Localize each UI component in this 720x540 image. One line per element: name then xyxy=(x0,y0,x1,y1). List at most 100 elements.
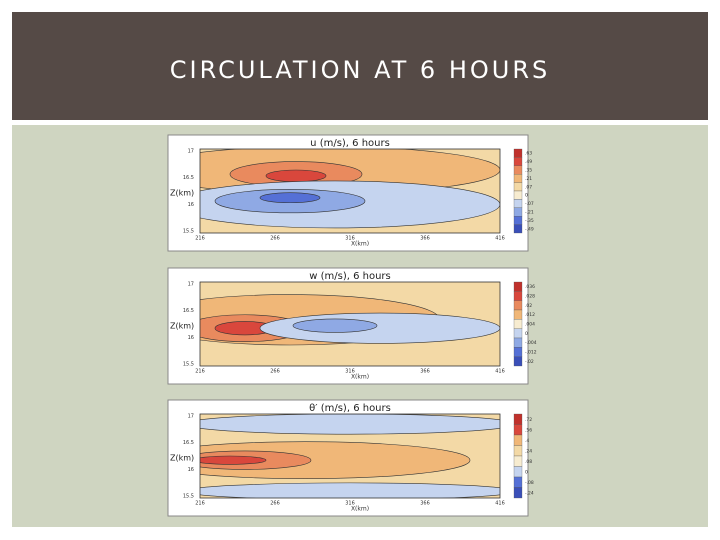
colorbar-label: -.08 xyxy=(525,480,534,486)
colorbar-segment xyxy=(513,157,523,166)
y-tick-label: 17 xyxy=(188,414,194,420)
x-tick-label: 316 xyxy=(345,369,355,375)
colorbar-label: -.21 xyxy=(525,210,534,216)
colorbar-label: .24 xyxy=(525,448,532,454)
colorbar-segment xyxy=(513,199,523,208)
y-tick-label: 17 xyxy=(188,149,194,155)
colorbar-label: .036 xyxy=(525,284,535,290)
plot-frame xyxy=(199,413,501,499)
slide-title: CIRCULATION AT 6 HOURS xyxy=(170,56,550,84)
colorbar-label: .028 xyxy=(525,294,535,300)
colorbar-segment xyxy=(513,455,523,467)
colorbar-segment xyxy=(513,445,523,457)
y-axis-label: Z(km) xyxy=(170,322,194,331)
colorbar-label: .21 xyxy=(525,176,532,182)
colorbar-label: -.35 xyxy=(525,218,534,224)
colorbar-label: .56 xyxy=(525,427,532,433)
colorbar-segment xyxy=(513,224,523,234)
x-tick-label: 266 xyxy=(270,369,280,375)
colorbar-segment xyxy=(513,300,523,311)
contour-region xyxy=(292,318,378,333)
contour-region xyxy=(200,482,500,498)
colorbar-segment xyxy=(513,291,523,301)
colorbar-segment xyxy=(513,413,523,425)
y-tick-label: 16 xyxy=(188,335,194,341)
x-tick-label: 366 xyxy=(420,236,430,242)
colorbar-label: -.02 xyxy=(525,359,534,365)
panel-title: θ′ (m/s), 6 hours xyxy=(309,403,391,414)
colorbar-label: .72 xyxy=(525,417,532,423)
colorbar-label: .63 xyxy=(525,151,532,157)
x-tick-label: 416 xyxy=(495,369,505,375)
x-tick-label: 366 xyxy=(420,501,430,507)
y-axis-label: Z(km) xyxy=(170,454,194,463)
contour-region xyxy=(259,192,321,204)
x-tick-label: 316 xyxy=(345,501,355,507)
y-tick-label: 17 xyxy=(188,282,194,288)
colorbar-segment xyxy=(513,356,523,367)
contour-field xyxy=(200,149,500,233)
y-tick-label: 15.5 xyxy=(183,494,194,500)
colorbar-label: .08 xyxy=(525,459,532,465)
colorbar-segment xyxy=(513,216,523,225)
colorbar-segment xyxy=(513,207,523,217)
colorbar-label: 0 xyxy=(525,331,528,337)
title-band xyxy=(12,12,708,120)
colorbar-segment xyxy=(513,319,523,329)
colorbar-segment xyxy=(513,337,523,348)
colorbar-label: -.012 xyxy=(525,350,537,356)
y-tick-label: 16.5 xyxy=(183,308,194,314)
y-tick-label: 16 xyxy=(188,467,194,473)
colorbar-label: .4 xyxy=(525,438,529,444)
contour-region xyxy=(200,414,500,435)
x-tick-label: 216 xyxy=(195,369,205,375)
colorbar-label: .49 xyxy=(525,159,532,165)
x-tick-label: 366 xyxy=(420,369,430,375)
contour-field xyxy=(200,282,500,366)
colorbar-label: -.24 xyxy=(525,490,534,496)
x-axis-label: X(km) xyxy=(351,506,369,513)
colorbar-segment xyxy=(513,174,523,183)
x-tick-label: 266 xyxy=(270,236,280,242)
colorbar-segment xyxy=(513,281,523,292)
plot-frame xyxy=(199,148,501,234)
contour-region xyxy=(200,441,471,479)
panel-title: w (m/s), 6 hours xyxy=(309,271,391,282)
y-tick-label: 15.5 xyxy=(183,362,194,368)
colorbar-segment xyxy=(513,328,523,339)
y-tick-label: 16.5 xyxy=(183,440,194,446)
colorbar-segment xyxy=(513,190,523,200)
colorbar-label: .35 xyxy=(525,168,532,174)
y-tick-label: 16.5 xyxy=(183,175,194,181)
x-tick-label: 216 xyxy=(195,501,205,507)
colorbar-label: -.004 xyxy=(525,340,537,346)
colorbar-label: .012 xyxy=(525,312,535,318)
colorbar-segment xyxy=(513,487,523,499)
colorbar-segment xyxy=(513,476,523,488)
contour-region xyxy=(265,169,327,183)
colorbar-label: 0 xyxy=(525,193,528,199)
contour-field xyxy=(200,414,500,498)
colorbar-segment xyxy=(513,309,523,320)
colorbar-segment xyxy=(513,424,523,436)
colorbar-segment xyxy=(513,434,523,446)
colorbar-label: 0 xyxy=(525,469,528,475)
colorbar-label: .004 xyxy=(525,322,535,328)
x-tick-label: 416 xyxy=(495,236,505,242)
y-tick-label: 15.5 xyxy=(183,229,194,235)
colorbar-segment xyxy=(513,182,523,192)
panel-title: u (m/s), 6 hours xyxy=(310,138,390,149)
x-axis-label: X(km) xyxy=(351,374,369,381)
colorbar-label: -.49 xyxy=(525,226,534,232)
colorbar-label: -.07 xyxy=(525,201,534,207)
x-tick-label: 416 xyxy=(495,501,505,507)
x-tick-label: 316 xyxy=(345,236,355,242)
colorbar-segment xyxy=(513,466,523,478)
contour-region xyxy=(200,455,267,465)
colorbar-segment xyxy=(513,148,523,158)
colorbar-segment xyxy=(513,165,523,175)
y-tick-label: 16 xyxy=(188,202,194,208)
x-axis-label: X(km) xyxy=(351,241,369,248)
colorbar-label: .02 xyxy=(525,303,532,309)
